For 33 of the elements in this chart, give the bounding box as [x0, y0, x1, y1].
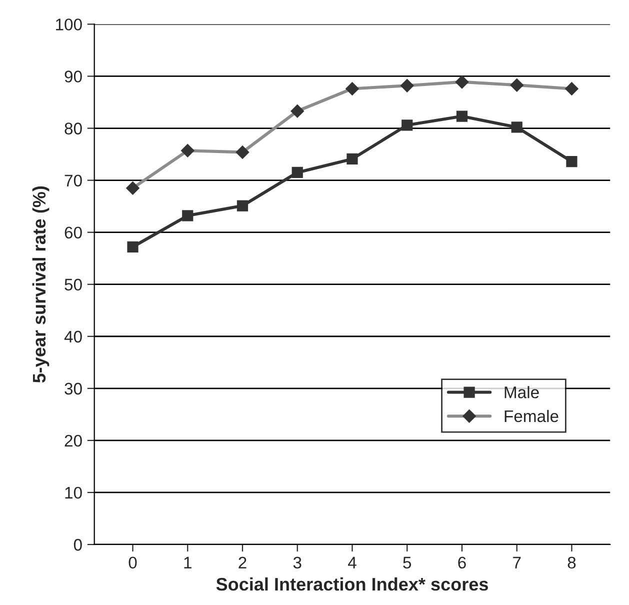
y-axis-title: 5-year survival rate (%): [32, 186, 50, 383]
legend-label: Female: [504, 410, 558, 422]
x-tick-label: 4: [348, 556, 356, 568]
point: [566, 156, 578, 168]
point: [511, 122, 522, 133]
y-tick-label: 60: [64, 226, 82, 239]
point: [402, 120, 413, 131]
legend-label: Male: [504, 386, 539, 398]
x-tick-label: 0: [128, 556, 137, 569]
x-axis-title: Social Interaction Index* scores: [216, 577, 488, 591]
y-tick-label: 50: [64, 278, 82, 291]
y-tick-label: 90: [64, 70, 82, 82]
x-tick-label: 3: [293, 556, 302, 569]
point: [346, 153, 358, 165]
y-tick-label: 30: [64, 382, 82, 395]
y-tick-label: 100: [56, 18, 82, 30]
x-tick-label: 8: [568, 556, 576, 569]
x-tick-label: 2: [238, 556, 246, 568]
point: [236, 200, 248, 212]
y-tick-label: 0: [74, 538, 82, 551]
point: [456, 110, 468, 122]
x-tick-label: 6: [458, 556, 466, 569]
x-tick-label: 5: [403, 556, 412, 569]
y-tick-label: 80: [64, 122, 82, 134]
y-tick-label: 10: [65, 486, 82, 499]
x-tick-label: 7: [513, 556, 521, 568]
point: [292, 166, 303, 178]
y-tick-label: 20: [64, 434, 82, 447]
point: [182, 210, 194, 222]
y-tick-label: 40: [64, 330, 82, 343]
x-tick-label: 1: [184, 556, 192, 568]
y-tick-label: 70: [64, 174, 82, 186]
point: [127, 241, 138, 252]
